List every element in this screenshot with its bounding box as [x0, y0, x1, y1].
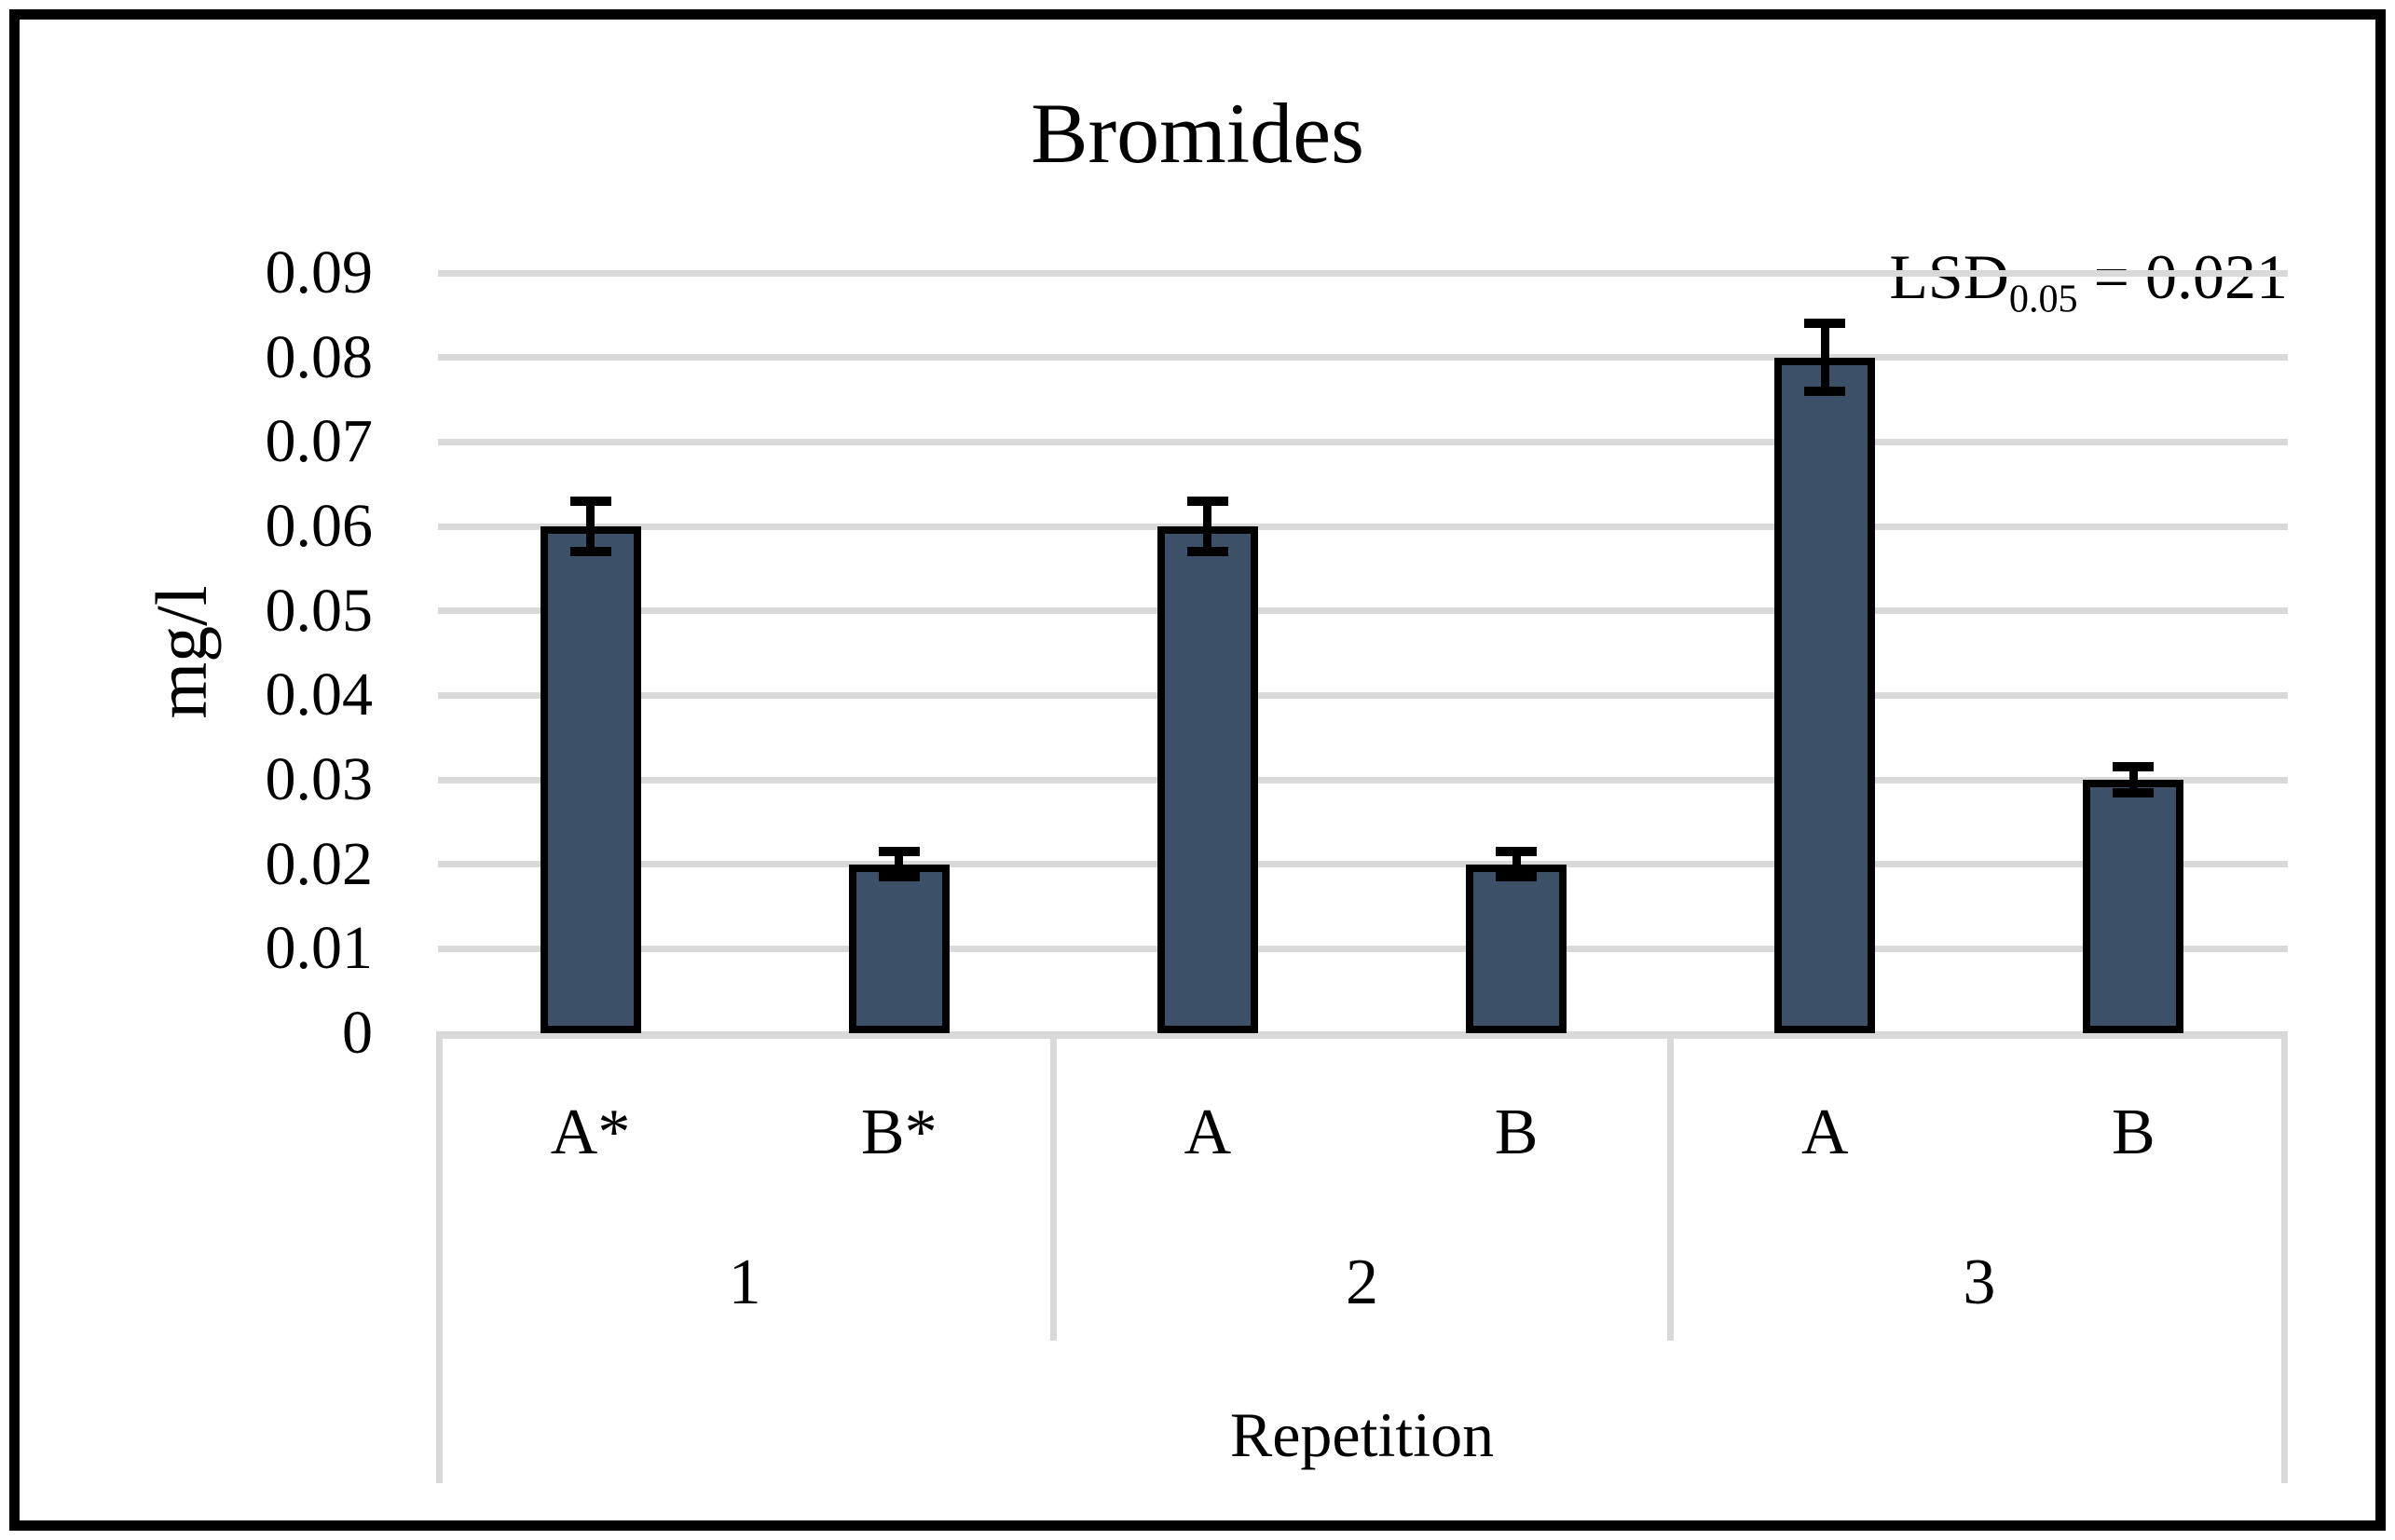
- error-bar-top-cap: [2113, 762, 2155, 772]
- error-bar: [586, 500, 595, 552]
- y-tick-label: 0.02: [265, 829, 374, 898]
- x-axis-title: Repetition: [1229, 1399, 1495, 1470]
- error-bar: [1820, 323, 1829, 391]
- error-bar-bottom-cap: [2113, 787, 2155, 797]
- y-tick-label: 0.01: [265, 914, 374, 983]
- figure-border: [9, 9, 2386, 1531]
- error-bar-top-cap: [1804, 319, 1846, 329]
- category-label: A*: [550, 1097, 631, 1168]
- gridline: [438, 945, 2288, 952]
- lsd-suffix: = 0.021: [2077, 241, 2288, 312]
- y-tick-label: 0: [342, 999, 373, 1067]
- gridline: [438, 438, 2288, 445]
- axis-table-divider: [1049, 1033, 1057, 1341]
- bar: [1466, 864, 1567, 1033]
- error-bar: [1512, 852, 1521, 878]
- y-tick-label: 0.08: [265, 322, 374, 391]
- gridline: [438, 691, 2288, 699]
- error-bar: [1203, 500, 1212, 552]
- gridline: [438, 607, 2288, 615]
- error-bar: [2128, 767, 2138, 793]
- axis-table-divider: [1667, 1033, 1675, 1341]
- gridline: [438, 269, 2288, 277]
- error-bar-top-cap: [1186, 496, 1228, 506]
- gridline: [438, 776, 2288, 784]
- category-label: B*: [860, 1097, 937, 1168]
- gridline: [438, 354, 2288, 361]
- error-bar-bottom-cap: [1496, 872, 1538, 882]
- category-label: A: [1800, 1097, 1849, 1168]
- y-tick-label: 0.07: [265, 407, 374, 476]
- error-bar-bottom-cap: [1186, 547, 1228, 557]
- gridline: [438, 523, 2288, 530]
- error-bar-top-cap: [878, 847, 920, 857]
- axis-table-left-border: [436, 1033, 443, 1483]
- chart-title: Bromides: [1031, 86, 1364, 181]
- category-label: B: [1494, 1097, 1539, 1168]
- bar: [1156, 526, 1258, 1033]
- bar: [540, 526, 641, 1033]
- bar: [848, 864, 950, 1033]
- group-label: 2: [1346, 1247, 1378, 1318]
- lsd-annotation: LSD0.05 = 0.021: [1889, 237, 2288, 319]
- axis-table-right-border: [2281, 1033, 2288, 1483]
- category-label: B: [2112, 1097, 2156, 1168]
- error-bar-bottom-cap: [1804, 386, 1846, 396]
- group-label: 1: [728, 1247, 761, 1318]
- y-tick-label: 0.03: [265, 745, 374, 813]
- group-label: 3: [1963, 1247, 1996, 1318]
- y-tick-label: 0.05: [265, 576, 374, 645]
- lsd-prefix: LSD: [1889, 241, 2009, 312]
- bar: [1774, 357, 1876, 1033]
- axis-table-top-border: [436, 1031, 2288, 1039]
- y-tick-label: 0.06: [265, 492, 374, 560]
- lsd-subscript: 0.05: [2008, 277, 2078, 321]
- error-bar-top-cap: [569, 496, 611, 506]
- error-bar-bottom-cap: [878, 872, 920, 882]
- y-tick-label: 0.04: [265, 661, 374, 729]
- error-bar-bottom-cap: [569, 547, 611, 557]
- bar: [2083, 780, 2184, 1033]
- error-bar: [895, 852, 904, 878]
- category-label: A: [1184, 1097, 1232, 1168]
- gridline: [438, 861, 2288, 868]
- error-bar-top-cap: [1496, 847, 1538, 857]
- y-tick-label: 0.09: [265, 238, 374, 307]
